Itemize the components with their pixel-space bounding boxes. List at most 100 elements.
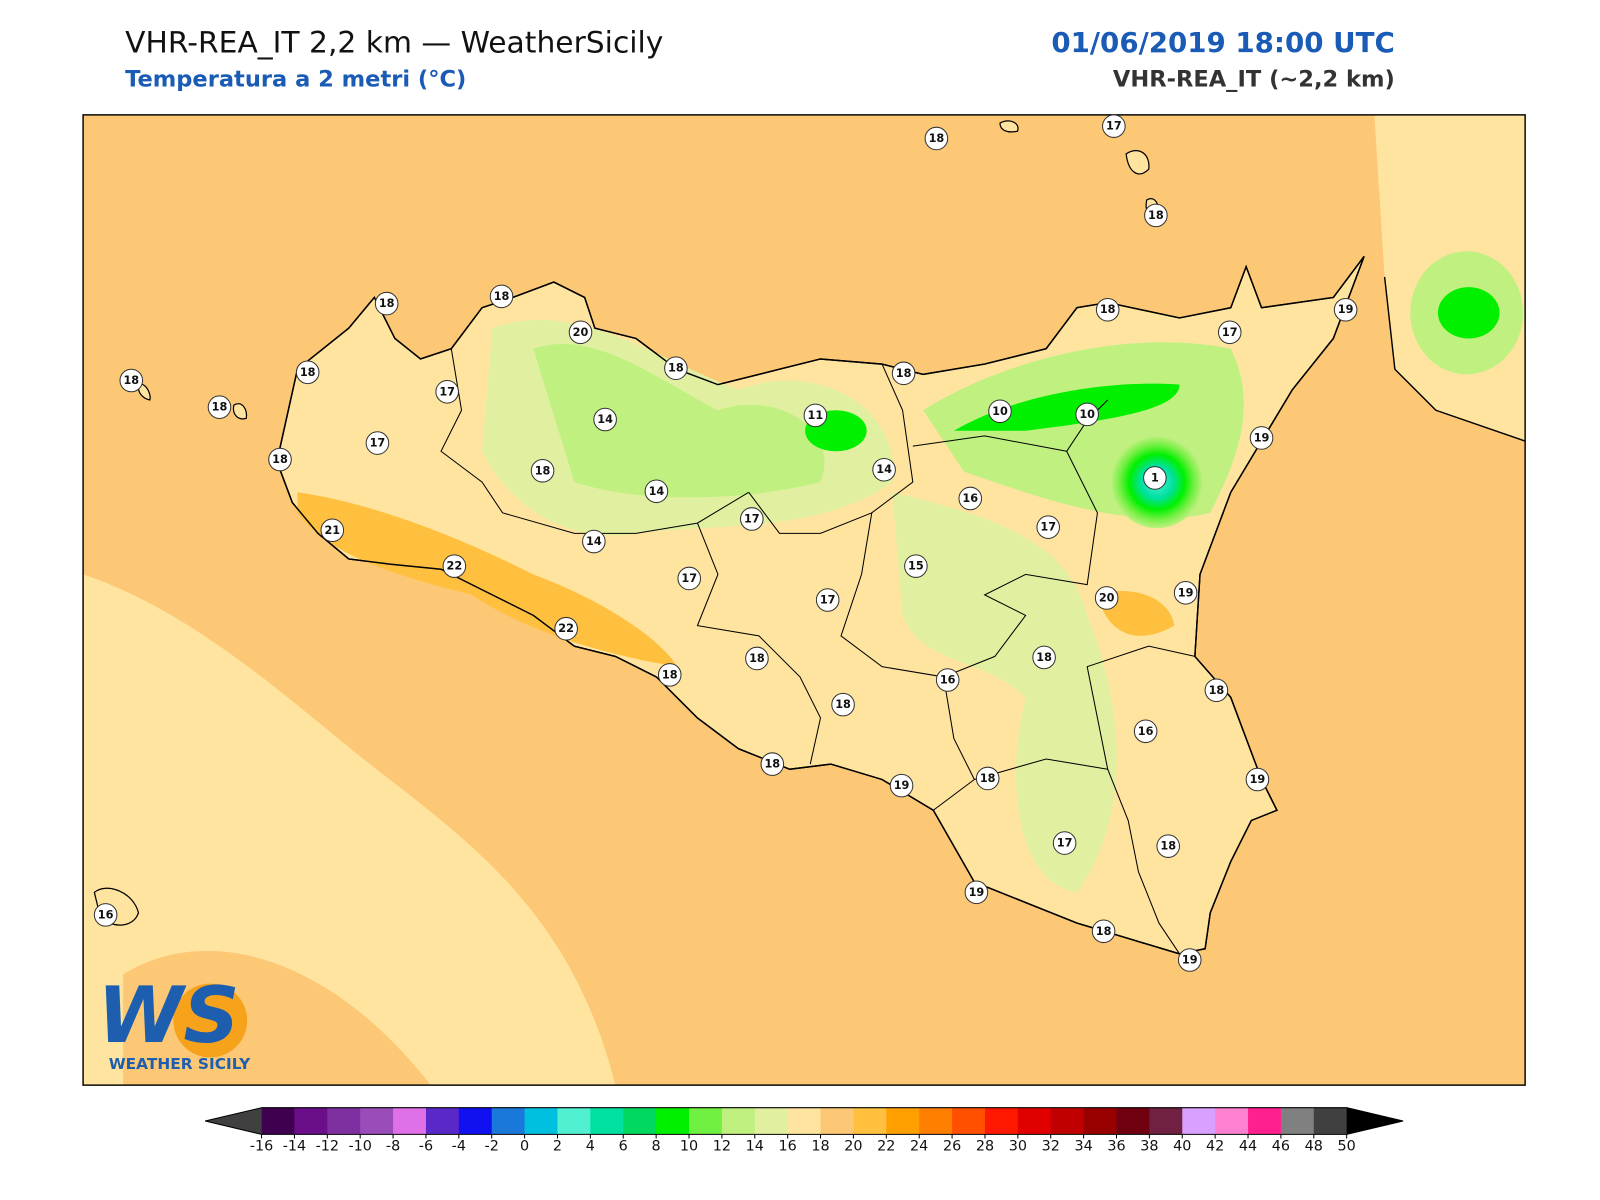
station-marker	[889, 773, 914, 798]
colorbar-segment	[1248, 1107, 1282, 1135]
station-marker	[530, 458, 555, 483]
station-value: 17	[744, 512, 760, 525]
station-value: 18	[1148, 209, 1164, 222]
station-marker	[320, 518, 345, 543]
colorbar-tick-label: 40	[1173, 1139, 1191, 1155]
colorbar-segment	[491, 1107, 526, 1135]
station-marker	[554, 616, 578, 641]
colorbar-tick-label: 8	[652, 1139, 661, 1155]
station-marker	[374, 291, 399, 316]
station-value: 14	[597, 413, 613, 426]
station-marker	[803, 403, 828, 428]
station-marker	[1144, 203, 1168, 228]
station-marker	[677, 566, 702, 591]
station-value: 19	[1250, 773, 1266, 786]
colorbar-segment	[458, 1107, 493, 1135]
colorbar-segment	[853, 1107, 887, 1135]
colorbar-tick-label: 0	[520, 1139, 529, 1155]
colorbar-tick-label: -12	[316, 1139, 339, 1155]
colorbar-under	[205, 1107, 262, 1135]
colorbar-tick-label: 4	[586, 1139, 595, 1155]
colorbar-tick-label: 20	[844, 1139, 862, 1155]
station-marker	[1249, 426, 1274, 450]
colorbar-segment	[327, 1107, 361, 1135]
colorbar-segment	[1313, 1107, 1348, 1135]
station-value: 18	[379, 297, 395, 310]
station-value: 19	[1178, 586, 1194, 599]
colorbar-segment	[524, 1107, 558, 1135]
station-value: 18	[1209, 684, 1225, 697]
station-marker	[815, 588, 840, 612]
station-marker	[93, 903, 118, 927]
colorbar-tick-label: -2	[485, 1139, 499, 1155]
colorbar-tick-label: 2	[553, 1139, 562, 1155]
province-borders	[440, 348, 1195, 955]
colorbar-tick-label: 12	[713, 1139, 731, 1155]
colorbar-tick-label: 44	[1239, 1139, 1257, 1155]
station-value: 21	[324, 524, 340, 537]
station-value: 18	[300, 366, 316, 379]
colorbar-tick-label: -14	[283, 1139, 306, 1155]
station-marker	[891, 361, 916, 386]
station-marker	[365, 431, 390, 455]
colorbar-tick-label: -6	[419, 1139, 433, 1155]
station-value: 16	[98, 908, 114, 921]
station-marker	[1075, 402, 1099, 427]
station-marker	[489, 284, 514, 309]
station-value: 17	[370, 437, 386, 450]
station-marker	[1102, 114, 1126, 138]
calabria-coast	[1383, 276, 1526, 442]
station-value: 20	[1099, 591, 1115, 604]
colorbar-segment	[590, 1107, 624, 1135]
station-marker	[644, 479, 669, 504]
station-value: 18	[1036, 651, 1052, 664]
station-value: 17	[1057, 837, 1073, 850]
station-value: 17	[1222, 326, 1238, 339]
colorbar-segment	[1215, 1107, 1249, 1135]
colorbar-over	[1346, 1107, 1404, 1135]
station-value: 19	[969, 886, 985, 899]
station-value: 18	[980, 772, 996, 785]
logo-sun	[173, 983, 248, 1058]
station-value: 18	[668, 362, 684, 375]
station-marker	[295, 360, 320, 385]
station-value: 18	[749, 652, 765, 665]
colorbar: -16 -14 -12 -10 -8 -6 -4 -2 0 2 4 6 8 10 12 14 16 18 20 22 2…	[205, 1107, 1404, 1155]
station-value: 18	[1160, 840, 1176, 853]
colorbar-tick-label: -10	[348, 1139, 371, 1155]
station-value: 18	[662, 668, 678, 681]
colorbar-segment	[886, 1107, 920, 1135]
station-marker	[1052, 831, 1077, 855]
station-marker	[568, 320, 593, 345]
station-marker	[593, 407, 617, 432]
colorbar-segment	[1280, 1107, 1315, 1135]
station-marker	[1217, 320, 1242, 345]
colorbar-tick-label: 26	[943, 1139, 961, 1155]
station-value: 14	[586, 535, 602, 548]
station-marker	[657, 663, 682, 687]
colorbar-segment	[754, 1107, 789, 1135]
station-value: 15	[908, 560, 924, 573]
station-value: 19	[1254, 431, 1270, 444]
colorbar-segment	[425, 1107, 460, 1135]
station-value: 18	[764, 758, 780, 771]
map-frame	[82, 114, 1526, 1086]
colorbar-segment	[919, 1107, 953, 1135]
colorbar-tick-label: -8	[386, 1139, 400, 1155]
station-marker	[904, 554, 928, 578]
station-value: 17	[1106, 120, 1122, 133]
station-value: 18	[535, 464, 551, 477]
station-value: 20	[573, 326, 589, 339]
station-value: 10	[992, 405, 1008, 418]
colorbar-segment	[656, 1107, 690, 1135]
colorbar-tick-label: 28	[976, 1139, 994, 1155]
logo: WS WEATHER SICILY	[97, 971, 251, 1073]
station-marker	[988, 399, 1012, 424]
colorbar-segment	[1083, 1107, 1118, 1135]
colorbar-tick-label: -4	[452, 1139, 466, 1155]
station-value: 17	[681, 572, 697, 585]
colorbar-tick-label: 16	[779, 1139, 797, 1155]
station-value: 18	[212, 401, 228, 414]
colorbar-segment	[721, 1107, 756, 1135]
station-value: 18	[896, 367, 912, 380]
